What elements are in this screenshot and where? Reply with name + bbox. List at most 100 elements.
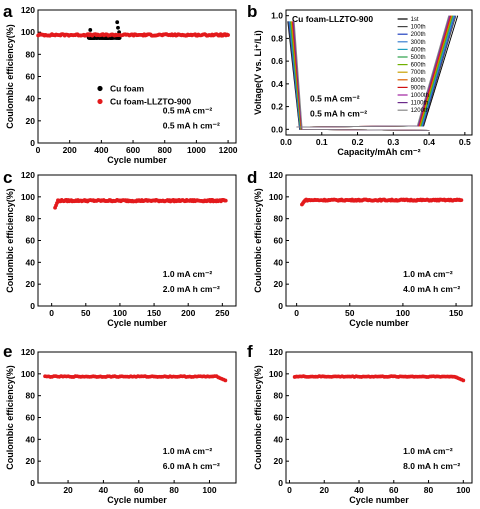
y-tick-label: 60 (26, 236, 36, 246)
x-tick-label: 20 (320, 485, 330, 495)
chart-title: Cu foam-LLZTO-900 (292, 14, 373, 24)
x-tick-label: 0 (287, 485, 292, 495)
y-tick-label: 40 (26, 257, 36, 267)
x-tick-label: 50 (345, 308, 355, 318)
y-tick-label: 100 (269, 369, 283, 379)
y-axis-label: Coulombic efficiency(%) (253, 365, 263, 470)
data-point (88, 28, 93, 32)
data-point (223, 378, 228, 383)
x-tick-label: 0 (36, 145, 41, 155)
legend-entry: 300th (411, 40, 426, 46)
y-tick-label: 1.0 (271, 11, 283, 21)
y-tick-label: 0.4 (271, 79, 283, 89)
condition-annotation: 0.5 mA h cm⁻² (163, 121, 220, 131)
y-tick-label: 0 (30, 301, 35, 311)
condition-annotation: 0.5 mA cm⁻² (310, 93, 360, 103)
y-tick-label: 0.6 (271, 56, 283, 66)
chart-panel-f: f 0 20 40 60 80 100 0 20 40 60 80 100 120 Cycle number… (247, 342, 473, 505)
y-tick-label: 0 (278, 478, 283, 488)
panel-label: e (3, 342, 12, 361)
panel-label: d (247, 168, 257, 187)
y-tick-label: 120 (269, 347, 283, 357)
panel-label: a (3, 2, 13, 21)
panel-label: c (3, 168, 12, 187)
condition-annotation: 0.5 mA h cm⁻² (310, 108, 367, 118)
y-axis-label: Coulombic efficiency(%) (5, 24, 15, 129)
x-tick-label: 1000 (187, 145, 206, 155)
x-tick-label: 600 (126, 145, 140, 155)
y-tick-label: 100 (21, 192, 35, 202)
condition-annotation: 0.5 mA cm⁻² (163, 106, 213, 116)
condition-annotation: 6.0 mA h cm⁻² (163, 461, 220, 471)
condition-annotation: 2.0 mA h cm⁻² (163, 284, 220, 294)
y-tick-label: 40 (274, 257, 284, 267)
y-tick-label: 80 (26, 391, 36, 401)
y-tick-label: 0 (278, 301, 283, 311)
legend-entry: Cu foam (110, 83, 144, 93)
panel-label: f (247, 342, 253, 361)
y-tick-label: 20 (26, 116, 36, 126)
panel-label: b (247, 2, 257, 21)
y-tick-label: 20 (274, 279, 284, 289)
y-tick-label: 0.0 (271, 124, 283, 134)
legend-entry: 600th (411, 63, 426, 69)
y-tick-label: 0 (30, 138, 35, 148)
x-tick-label: 150 (147, 308, 161, 318)
x-axis-label: Cycle number (107, 495, 167, 505)
legend-entry: 900th (411, 85, 426, 91)
condition-annotation: 1.0 mA cm⁻² (163, 446, 213, 456)
y-tick-label: 60 (26, 413, 36, 423)
y-tick-label: 0 (30, 478, 35, 488)
y-axis-label: Coulombic efficiency(%) (253, 188, 263, 293)
legend-entry: 800th (411, 78, 426, 84)
x-tick-label: 150 (449, 308, 463, 318)
x-axis-label: Cycle number (349, 318, 409, 328)
y-tick-label: 0.8 (271, 33, 283, 43)
x-tick-label: 0.5 (459, 137, 471, 147)
x-tick-label: 40 (354, 485, 364, 495)
x-tick-label: 0.2 (352, 137, 364, 147)
legend-marker (97, 98, 103, 105)
x-tick-label: 0.4 (423, 137, 435, 147)
legend-entry: 700th (411, 70, 426, 76)
x-tick-label: 60 (389, 485, 399, 495)
x-tick-label: 20 (63, 485, 73, 495)
y-tick-label: 20 (274, 456, 284, 466)
y-tick-label: 60 (26, 72, 36, 82)
data-point (223, 198, 228, 203)
x-tick-label: 100 (456, 485, 470, 495)
y-tick-label: 80 (26, 214, 36, 224)
x-tick-label: 800 (158, 145, 172, 155)
data-point (226, 33, 230, 37)
y-tick-label: 40 (274, 434, 284, 444)
voltage-curve (296, 15, 450, 128)
condition-annotation: 4.0 mA h cm⁻² (403, 284, 460, 294)
x-tick-label: 60 (134, 485, 144, 495)
condition-annotation: 1.0 mA cm⁻² (403, 446, 453, 456)
y-tick-label: 40 (26, 94, 36, 104)
chart-panel-e: e 20 40 60 80 100 0 20 40 60 80 100 120 Cycle number C… (3, 342, 237, 505)
x-tick-label: 1200 (219, 145, 238, 155)
chart-panel-d: d 0 50 100 150 0 20 40 60 80 100 120 Cycle number Cou… (247, 168, 473, 328)
x-tick-label: 100 (202, 485, 216, 495)
y-tick-label: 60 (274, 236, 284, 246)
y-tick-label: 60 (274, 413, 284, 423)
plot-frame (285, 9, 473, 136)
x-tick-label: 200 (181, 308, 195, 318)
x-tick-label: 0.0 (280, 137, 292, 147)
x-tick-label: 0 (49, 308, 54, 318)
x-axis-label: Cycle number (107, 318, 167, 328)
y-axis-label: Coulombic efficiency(%) (5, 188, 15, 293)
y-tick-label: 80 (274, 214, 284, 224)
condition-annotation: 1.0 mA cm⁻² (403, 269, 453, 279)
y-tick-label: 120 (21, 347, 35, 357)
condition-annotation: 8.0 mA h cm⁻² (403, 461, 460, 471)
legend-entry: 400th (411, 47, 426, 53)
y-tick-label: 100 (269, 192, 283, 202)
x-tick-label: 0 (294, 308, 299, 318)
x-tick-label: 0.1 (316, 137, 328, 147)
x-tick-label: 40 (99, 485, 109, 495)
chart-panel-c: c 0 50 100 150 200 250 0 20 40 60 80 100 120 Cycle num… (3, 168, 237, 328)
data-point (116, 25, 120, 30)
legend-entry: 1st (411, 17, 419, 23)
